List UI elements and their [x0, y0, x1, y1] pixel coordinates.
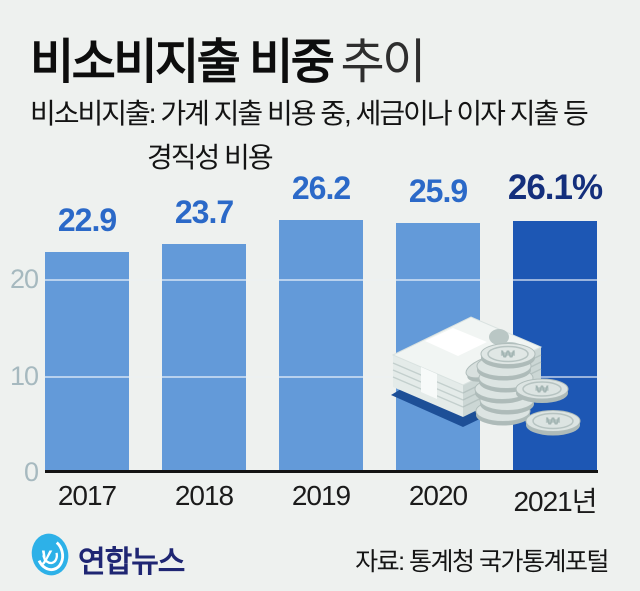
yonhap-swirl-icon: y	[31, 533, 69, 576]
loose-coin-icon: ₩	[525, 410, 581, 436]
x-axis-label: 2018	[174, 480, 234, 511]
y-axis-tick-label: 10	[9, 360, 39, 391]
x-axis-label: 2021년	[513, 486, 597, 517]
svg-text:₩: ₩	[501, 348, 516, 360]
y-axis-tick-label: 20	[9, 264, 39, 294]
bar-2019	[279, 220, 363, 473]
bar-2017	[45, 252, 129, 473]
title-suffix: 추이	[340, 36, 426, 89]
x-axis-label: 2017	[57, 480, 117, 511]
subtitle-line1: 비소비지출: 가계 지출 비용 중, 세금이나 이자 지출 등	[30, 98, 589, 129]
money-banknotes-and-coins-icon: ₩ ₩ ₩ ₩	[391, 316, 581, 436]
gridline	[45, 279, 607, 281]
gridline	[45, 375, 607, 378]
source-credit: 자료: 통계청 국가통계포털	[355, 548, 609, 576]
svg-text:y: y	[40, 545, 53, 566]
bar-value-label: 22.9	[57, 202, 117, 238]
bar-value-label: 26.2	[291, 170, 351, 207]
bar-value-label: 26.1%	[507, 168, 603, 208]
x-axis-baseline	[45, 470, 598, 473]
bar-2018	[162, 244, 246, 473]
page-title: 비소비지출 비중 추이	[30, 22, 426, 92]
bar-value-label: 23.7	[174, 194, 234, 231]
bar-value-label: 25.9	[408, 173, 468, 210]
y-axis-tick-label: 0	[23, 457, 39, 487]
brand-name: 연합뉴스	[78, 546, 185, 579]
x-axis-label: 2020	[408, 480, 468, 511]
svg-text:₩: ₩	[535, 384, 549, 395]
svg-text:₩: ₩	[546, 415, 561, 427]
subtitle-line2: 경직성 비용	[147, 142, 274, 173]
loose-coin-icon: ₩	[515, 378, 569, 403]
title-main: 비소비지출 비중	[30, 36, 335, 89]
x-axis-label: 2019	[291, 480, 351, 511]
